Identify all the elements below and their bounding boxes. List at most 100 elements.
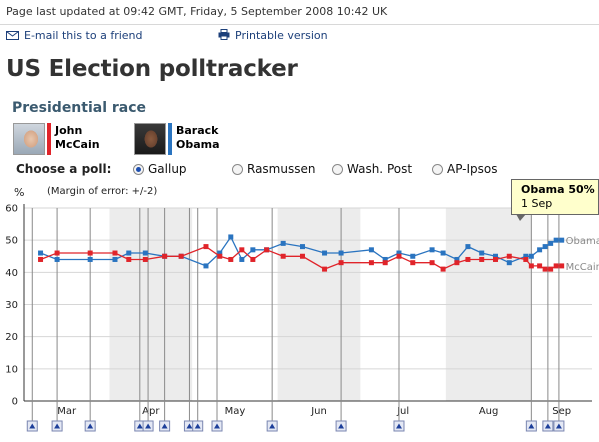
triangle-up-icon: [186, 423, 193, 429]
data-point-mccain: [338, 260, 344, 266]
data-point-obama: [528, 253, 534, 259]
data-point-obama: [142, 250, 148, 256]
y-tick-label: 30: [5, 300, 18, 311]
poll-option-wash-post[interactable]: Wash. Post: [332, 162, 412, 176]
y-tick-label: 40: [5, 268, 18, 279]
data-point-mccain: [410, 260, 416, 266]
data-point-obama: [523, 253, 529, 259]
data-point-obama: [368, 247, 374, 253]
y-tick-label: 10: [5, 364, 18, 375]
y-tick-label: 50: [5, 236, 18, 247]
data-point-mccain: [239, 247, 245, 253]
print-link-label[interactable]: Printable version: [235, 29, 328, 42]
data-point-obama: [465, 244, 471, 250]
data-point-mccain: [396, 253, 402, 259]
x-tick-label: May: [225, 406, 246, 417]
triangle-up-icon: [395, 423, 402, 429]
data-point-mccain: [142, 256, 148, 262]
margin-of-error: (Margin of error: +/-2): [47, 186, 158, 197]
x-tick-label: Sep: [552, 406, 571, 417]
series-end-label-obama: Obama 50%: [566, 236, 599, 247]
data-point-obama: [548, 240, 554, 246]
poll-option-gallup[interactable]: Gallup: [133, 162, 187, 176]
page-title: US Election polltracker: [6, 56, 298, 82]
data-point-obama: [112, 256, 118, 262]
x-tick-label: Jul: [396, 406, 409, 417]
data-point-obama: [250, 247, 256, 253]
y-tick-label: 0: [12, 397, 18, 408]
triangle-up-icon: [194, 423, 201, 429]
data-point-obama: [228, 234, 234, 240]
y-tick-label: 20: [5, 332, 18, 343]
poll-option-rasmussen[interactable]: Rasmussen: [232, 162, 315, 176]
data-point-mccain: [112, 250, 118, 256]
triangle-up-icon: [136, 423, 143, 429]
radio-icon[interactable]: [332, 164, 343, 175]
section-subtitle: Presidential race: [12, 100, 147, 116]
data-point-mccain: [440, 266, 446, 272]
data-point-obama: [429, 247, 435, 253]
data-point-obama: [126, 250, 132, 256]
data-point-mccain: [528, 263, 534, 269]
triangle-up-icon: [145, 423, 152, 429]
tooltip-date: 1 Sep: [521, 197, 553, 210]
x-tick-label: Aug: [479, 406, 499, 417]
data-point-mccain: [162, 253, 168, 259]
mccain-color-bar: [47, 123, 51, 155]
data-point-mccain: [506, 253, 512, 259]
chart-tooltip: Obama 50% 1 Sep: [511, 179, 599, 221]
data-point-mccain: [250, 256, 256, 262]
poll-option-ap-ipsos[interactable]: AP-Ipsos: [432, 162, 498, 176]
data-point-obama: [280, 240, 286, 246]
data-point-mccain: [368, 260, 374, 266]
data-point-mccain: [548, 266, 554, 272]
data-point-mccain: [559, 263, 565, 269]
data-point-obama: [338, 250, 344, 256]
data-point-mccain: [203, 244, 209, 250]
data-point-obama: [492, 253, 498, 259]
triangle-up-icon: [87, 423, 94, 429]
data-point-mccain: [523, 256, 529, 262]
data-point-obama: [38, 250, 44, 256]
data-point-mccain: [54, 250, 60, 256]
data-point-obama: [553, 237, 559, 243]
y-axis-unit: %: [14, 186, 25, 199]
triangle-up-icon: [555, 423, 562, 429]
mccain-name: John McCain: [55, 124, 100, 151]
obama-photo: [134, 123, 166, 155]
radio-icon[interactable]: [232, 164, 243, 175]
data-point-obama: [299, 244, 305, 250]
radio-icon[interactable]: [432, 164, 443, 175]
last-updated: Page last updated at 09:42 GMT, Friday, …: [6, 5, 388, 18]
triangle-up-icon: [528, 423, 535, 429]
data-point-mccain: [126, 256, 132, 262]
email-link[interactable]: E-mail this to a friend: [6, 29, 143, 43]
triangle-up-icon: [29, 423, 36, 429]
data-point-mccain: [264, 247, 270, 253]
printer-icon: [218, 29, 230, 43]
data-point-mccain: [280, 253, 286, 259]
polltracker-chart: 0 10 20 30 40 50 60 Mar Apr May Jun Jul Aug Sep Obama …: [5, 204, 599, 432]
data-point-mccain: [537, 263, 543, 269]
data-point-mccain: [553, 263, 559, 269]
data-point-obama: [454, 256, 460, 262]
triangle-up-icon: [269, 423, 276, 429]
data-point-mccain: [465, 256, 471, 262]
data-point-mccain: [299, 253, 305, 259]
data-point-obama: [239, 256, 245, 262]
triangle-up-icon: [338, 423, 345, 429]
x-tick-label: Mar: [57, 406, 77, 417]
data-point-obama: [542, 244, 548, 250]
email-link-label[interactable]: E-mail this to a friend: [24, 29, 143, 42]
radio-selected-icon[interactable]: [133, 164, 144, 175]
data-point-obama: [382, 256, 388, 262]
triangle-up-icon: [161, 423, 168, 429]
x-tick-label: Apr: [142, 406, 160, 417]
data-point-mccain: [87, 250, 93, 256]
data-point-obama: [410, 253, 416, 259]
data-point-mccain: [178, 253, 184, 259]
mccain-photo: [13, 123, 45, 155]
data-point-obama: [479, 250, 485, 256]
print-link[interactable]: Printable version: [218, 29, 328, 43]
envelope-icon: [6, 30, 19, 43]
